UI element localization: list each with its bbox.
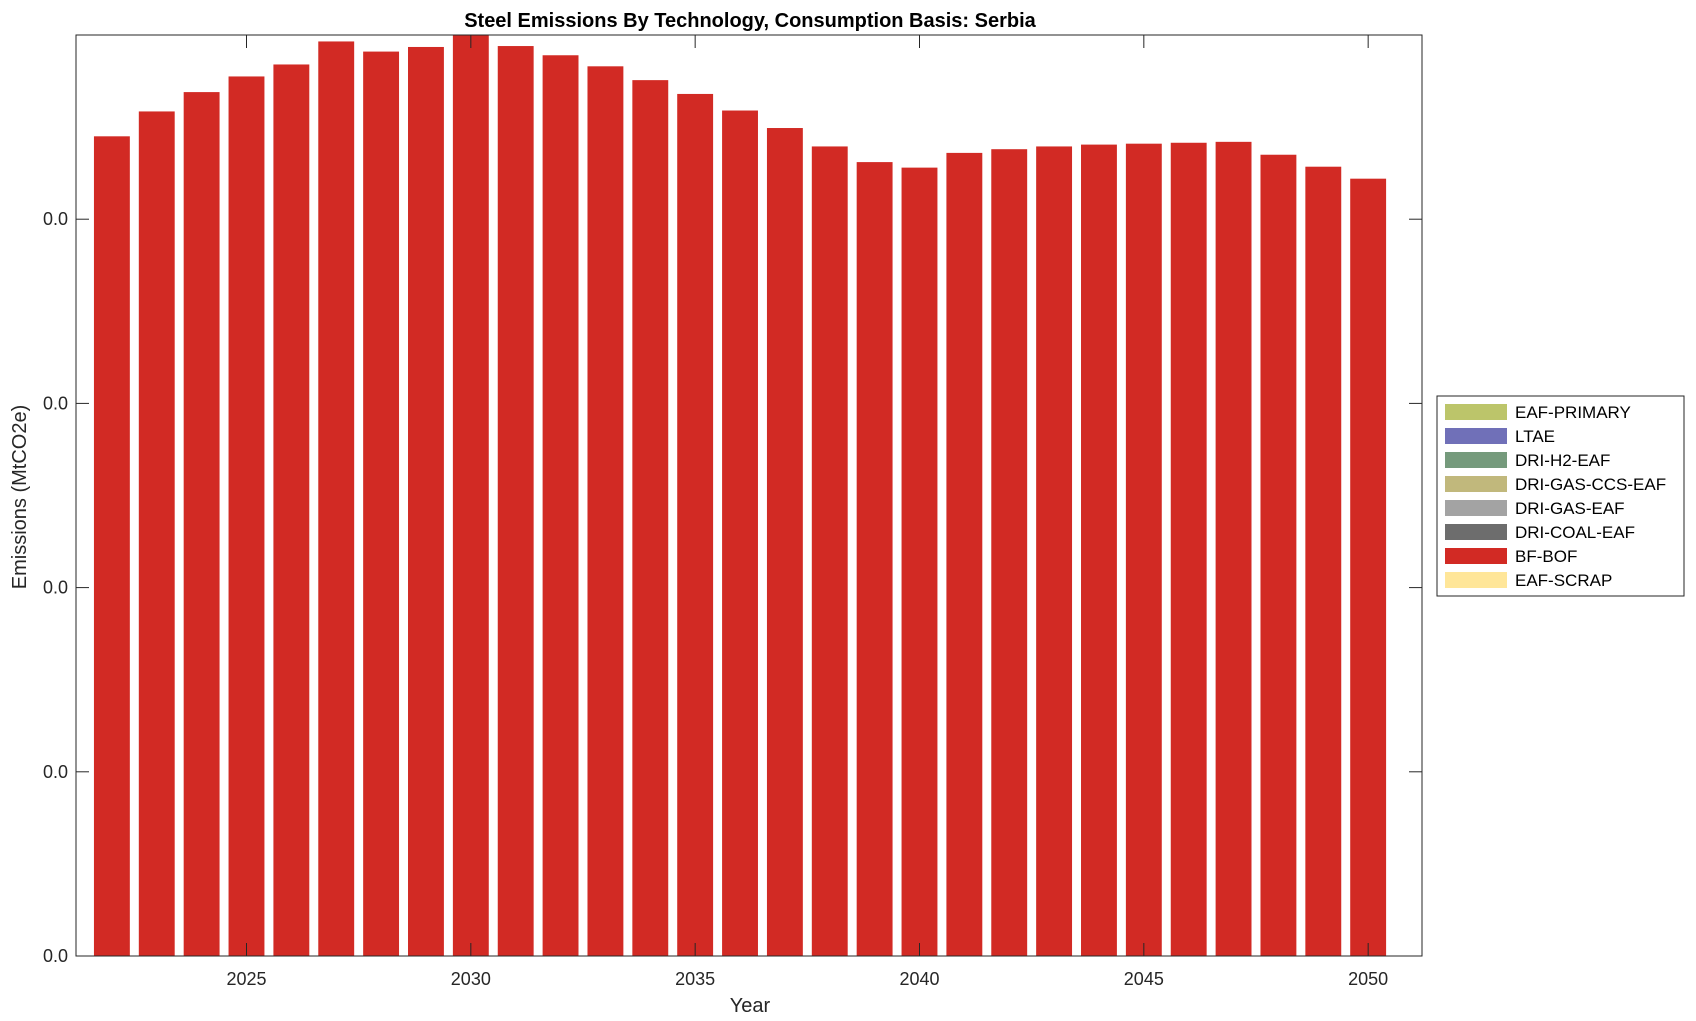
bar-bf-bof-2041 <box>946 152 983 956</box>
bar-bf-bof-2027 <box>318 41 355 956</box>
legend-label-dri-h2-eaf: DRI-H2-EAF <box>1515 451 1610 470</box>
plot-box <box>75 34 1423 957</box>
legend-label-eaf-scrap: EAF-SCRAP <box>1515 571 1612 590</box>
bar-bf-bof-2022 <box>93 136 130 956</box>
bar-bf-bof-2025 <box>228 76 265 956</box>
x-tick-label: 2040 <box>899 969 939 989</box>
bar-bf-bof-2026 <box>273 64 310 957</box>
legend-label-dri-gas-ccs-eaf: DRI-GAS-CCS-EAF <box>1515 475 1666 494</box>
bar-bf-bof-2049 <box>1305 166 1342 956</box>
legend-label-dri-coal-eaf: DRI-COAL-EAF <box>1515 523 1635 542</box>
x-tick-label: 2025 <box>226 969 266 989</box>
bar-bf-bof-2031 <box>497 46 534 957</box>
bar-bf-bof-2037 <box>766 128 803 956</box>
bar-bf-bof-2033 <box>587 66 624 956</box>
x-tick-label: 2050 <box>1348 969 1388 989</box>
bar-bf-bof-2034 <box>632 80 669 956</box>
y-tick-label: 0.0 <box>43 946 68 966</box>
bar-bf-bof-2032 <box>542 55 579 956</box>
bars-group <box>93 35 1387 957</box>
bar-bf-bof-2042 <box>991 149 1028 956</box>
legend-swatch-eaf-scrap <box>1445 572 1507 588</box>
bar-bf-bof-2043 <box>1036 146 1073 956</box>
bar-bf-bof-2028 <box>363 51 400 956</box>
legend-label-dri-gas-eaf: DRI-GAS-EAF <box>1515 499 1625 518</box>
x-tick-label: 2045 <box>1124 969 1164 989</box>
legend-swatch-dri-coal-eaf <box>1445 524 1507 540</box>
y-tick-label: 0.0 <box>43 209 68 229</box>
bar-bf-bof-2035 <box>677 93 714 956</box>
x-tick-label: 2035 <box>675 969 715 989</box>
bar-bf-bof-2047 <box>1215 141 1252 957</box>
bar-bf-bof-2050 <box>1350 178 1387 956</box>
legend-label-eaf-primary: EAF-PRIMARY <box>1515 403 1631 422</box>
bar-bf-bof-2038 <box>811 146 848 956</box>
legend-swatch-dri-gas-ccs-eaf <box>1445 476 1507 492</box>
bar-bf-bof-2030 <box>452 35 489 956</box>
bar-bf-bof-2023 <box>138 111 175 956</box>
y-tick-label: 0.0 <box>43 393 68 413</box>
x-axis-label: Year <box>730 995 771 1017</box>
y-axis-label: Emissions (MtCO2e) <box>9 405 31 589</box>
legend: EAF-PRIMARY LTAE DRI-H2-EAF DRI-GAS-CCS-EAF… <box>1436 395 1685 597</box>
legend-label-ltae: LTAE <box>1515 427 1555 446</box>
bar-bf-bof-2039 <box>856 162 893 957</box>
legend-swatch-bf-bof <box>1445 548 1507 564</box>
bar-bf-bof-2046 <box>1170 142 1207 956</box>
bar-bf-bof-2029 <box>408 46 444 957</box>
bar-bf-bof-2036 <box>722 110 758 956</box>
x-tick-label: 2030 <box>451 969 491 989</box>
bar-bf-bof-2048 <box>1260 154 1297 957</box>
legend-swatch-dri-h2-eaf <box>1445 452 1507 468</box>
bar-bf-bof-2024 <box>183 92 220 957</box>
axes-group: 2025 2030 2035 2040 2045 2050 0.0 0.0 0.0 0.0 0.0 <box>43 34 1423 989</box>
y-tick-label: 0.0 <box>43 762 68 782</box>
bar-bf-bof-2044 <box>1081 144 1117 957</box>
legend-box <box>1436 395 1685 597</box>
bar-bf-bof-2040 <box>901 167 938 956</box>
legend-swatch-ltae <box>1445 428 1507 444</box>
chart-title: Steel Emissions By Technology, Consumpti… <box>464 10 1036 32</box>
legend-label-bf-bof: BF-BOF <box>1515 547 1577 566</box>
legend-swatch-eaf-primary <box>1445 404 1507 420</box>
y-tick-label: 0.0 <box>43 578 68 598</box>
bar-bf-bof-2045 <box>1125 143 1162 956</box>
legend-swatch-dri-gas-eaf <box>1445 500 1507 516</box>
